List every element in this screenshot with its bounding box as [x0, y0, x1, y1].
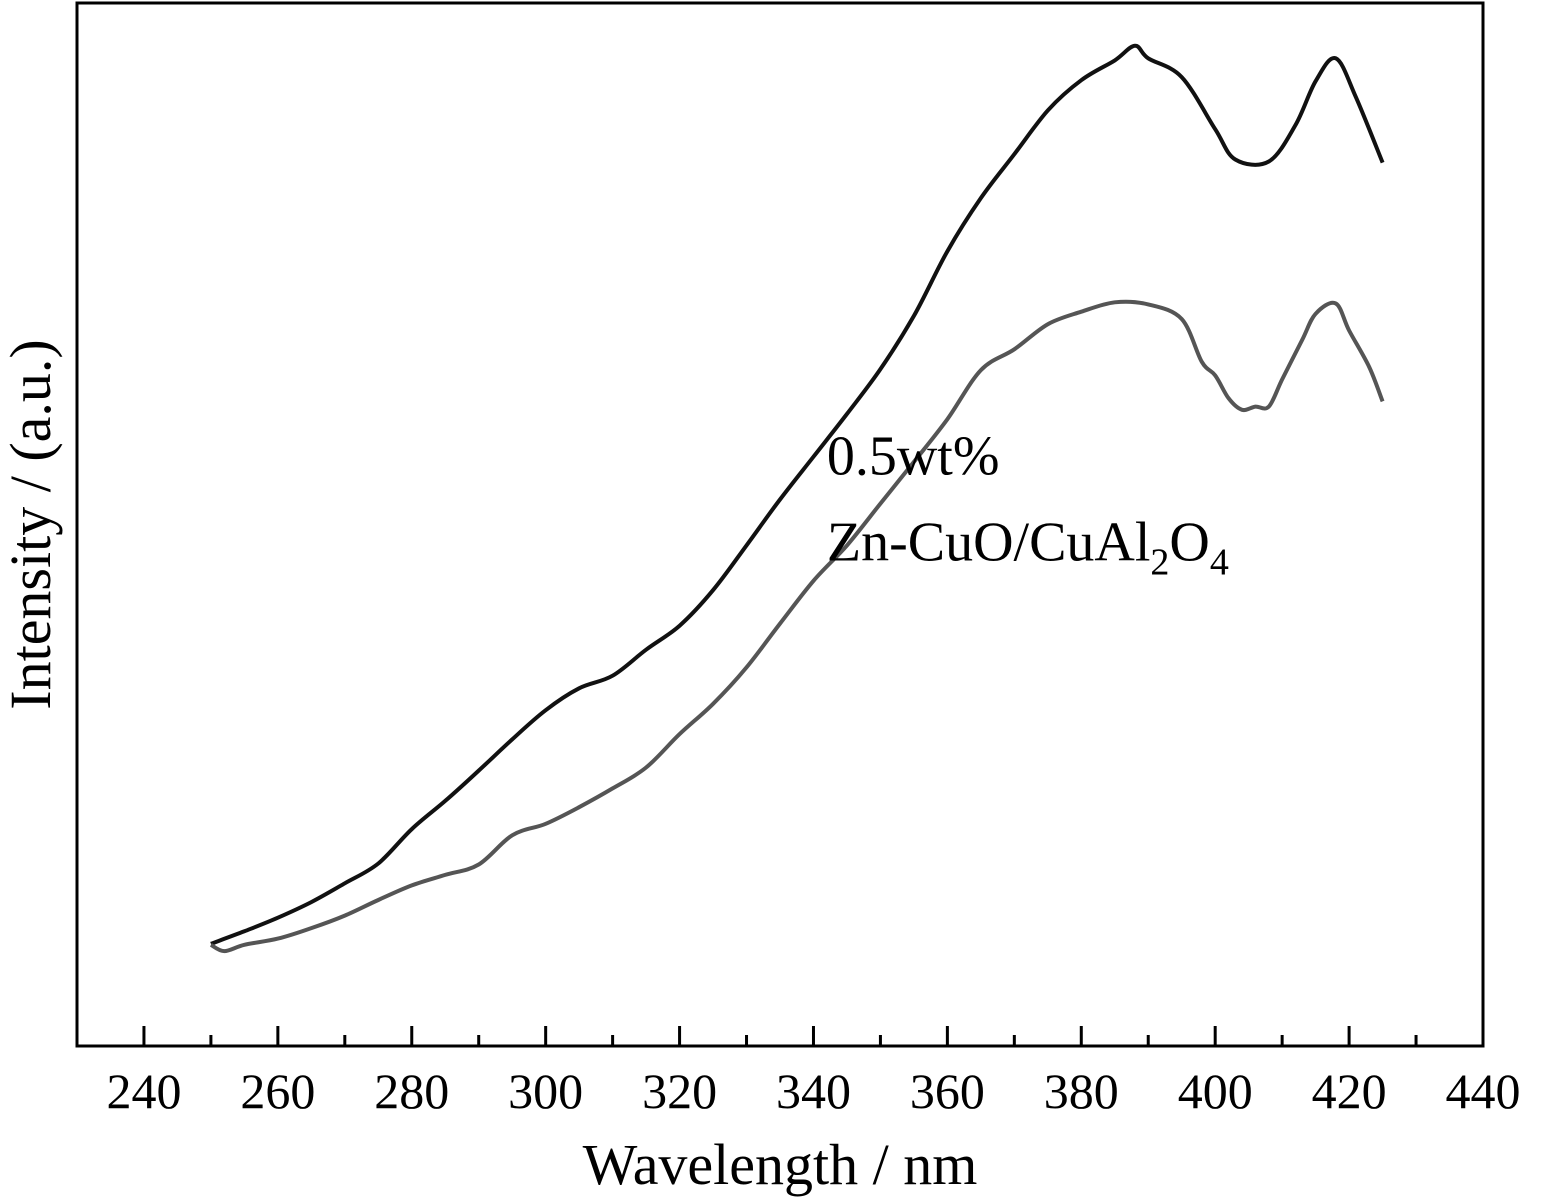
series-layer: [209, 43, 1385, 954]
y-axis-title: Intensity / (a.u.): [0, 339, 63, 709]
x-tick-label: 260: [240, 1063, 315, 1119]
subscript: 2: [1150, 541, 1169, 583]
x-tick-label: 420: [1312, 1063, 1387, 1119]
series-line-2: [209, 299, 1385, 954]
x-tick-label: 340: [776, 1063, 851, 1119]
x-tick-label: 240: [106, 1063, 181, 1119]
x-tick-label: 280: [374, 1063, 449, 1119]
label-text: O: [1169, 511, 1209, 573]
label-text: 0.5wt%: [827, 425, 1000, 487]
x-tick-label: 440: [1446, 1063, 1521, 1119]
label-text: 0wt% Zn-CuO/CuAl: [1135, 0, 1545, 3]
series-label-1: 0wt% Zn-CuO/CuAl2O4: [1135, 0, 1545, 13]
subscript: 4: [1210, 541, 1229, 583]
label-text: Zn-CuO/CuAl: [827, 511, 1151, 573]
x-tick-label: 300: [508, 1063, 583, 1119]
x-axis-ticks: 240 260 280 300 320 340 360 380 400 420 440: [106, 1026, 1521, 1119]
x-tick-label: 400: [1178, 1063, 1253, 1119]
series-line-1: [210, 43, 1385, 946]
x-axis-title: Wavelength / nm: [583, 1132, 978, 1197]
plot-frame: [75, 1, 1485, 1048]
series-label-2: 0.5wt% Zn-CuO/CuAl2O4: [827, 425, 1229, 583]
annotation-layer: 0wt% Zn-CuO/CuAl2O4 0.5wt% Zn-CuO/CuAl2O4: [827, 0, 1545, 583]
x-tick-label: 380: [1044, 1063, 1119, 1119]
x-tick-label: 360: [910, 1063, 985, 1119]
x-tick-label: 320: [642, 1063, 717, 1119]
